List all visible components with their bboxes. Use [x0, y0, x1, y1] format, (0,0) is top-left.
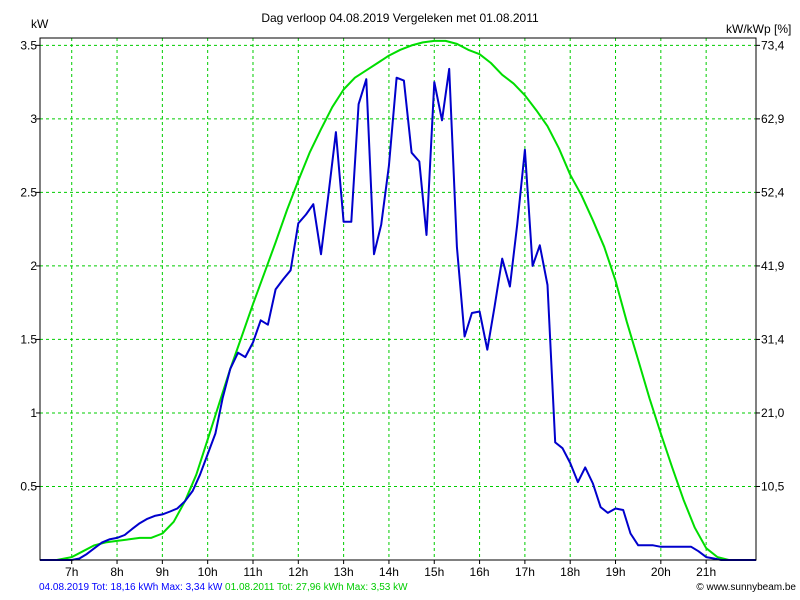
x-tick-label: 14h: [379, 565, 399, 579]
x-tick-label: 11h: [243, 565, 262, 579]
y-tick-label-left: 3.5: [20, 38, 37, 52]
footer: 04.08.2019 Tot: 18,16 kWh Max: 3,34 kW 0…: [0, 582, 800, 600]
x-tick-label: 18h: [560, 565, 580, 579]
series-lines: [40, 39, 756, 561]
y-tick-label-right: 41,9: [761, 259, 785, 273]
y-tick-label-left: 0.5: [20, 479, 37, 493]
series-line-2019: [40, 67, 756, 561]
x-tick-label: 8h: [110, 565, 123, 579]
plot-frame: [39, 37, 757, 561]
tick-labels: 7h 8h 9h 10h 11h 12h 13h 14h 15h 16h 17h 18h 19h 20h 2…: [20, 38, 784, 579]
series2-summary: 01.08.2011 Tot: 27,96 kWh Max: 3,53 kW: [225, 582, 408, 593]
y-tick-label-right: 52,4: [761, 185, 785, 199]
x-tick-label: 21h: [696, 565, 716, 579]
y-tick-label-right: 10,5: [761, 479, 785, 493]
x-tick-label: 10h: [198, 565, 218, 579]
y-tick-label-left: 2.5: [20, 185, 37, 199]
y-tick-label-left: 3: [30, 112, 37, 126]
x-tick-label: 15h: [424, 565, 444, 579]
y-tick-label-right: 62,9: [761, 112, 785, 126]
x-tick-label: 17h: [515, 565, 535, 579]
x-tick-label: 19h: [606, 565, 626, 579]
x-tick-label: 7h: [65, 565, 78, 579]
y-tick-label-left: 2: [30, 259, 37, 273]
x-tick-label: 16h: [470, 565, 490, 579]
x-tick-label: 12h: [288, 565, 308, 579]
grid: [40, 38, 756, 560]
chart-title: Dag verloop 04.08.2019 Vergeleken met 01…: [261, 11, 539, 25]
y-tick-label-left: 1: [30, 406, 37, 420]
credit-link[interactable]: © www.sunnybeam.be: [696, 582, 796, 593]
x-tick-label: 9h: [156, 565, 169, 579]
left-axis-unit-label: kW: [31, 17, 49, 31]
series-line-2011: [40, 39, 756, 561]
right-axis-unit-label: kW/kWp [%]: [726, 22, 791, 36]
y-tick-label-left: 1.5: [20, 332, 37, 346]
series1-summary: 04.08.2019 Tot: 18,16 kWh Max: 3,34 kW: [39, 582, 223, 593]
y-tick-label-right: 73,4: [761, 38, 785, 52]
x-tick-label: 13h: [334, 565, 354, 579]
y-tick-label-right: 31,4: [761, 332, 785, 346]
footer-summary: 04.08.2019 Tot: 18,16 kWh Max: 3,34 kW 0…: [39, 582, 408, 593]
y-tick-label-right: 21,0: [761, 406, 785, 420]
x-tick-label: 20h: [651, 565, 671, 579]
